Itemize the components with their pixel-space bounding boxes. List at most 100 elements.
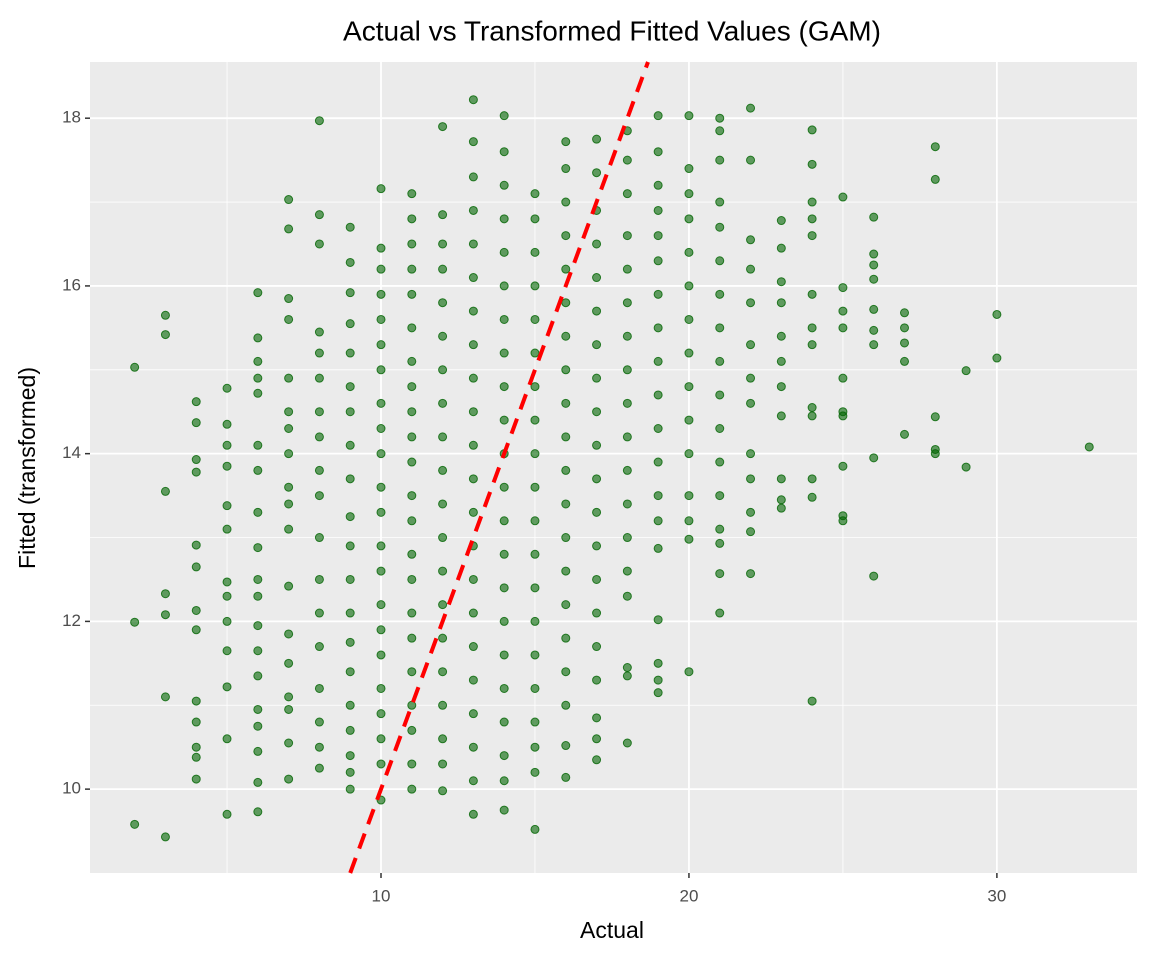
point [838, 411, 848, 421]
point [715, 126, 725, 136]
point [838, 306, 848, 316]
point [992, 353, 1002, 363]
point [345, 608, 355, 618]
point [468, 809, 478, 819]
point [653, 457, 663, 467]
point [376, 734, 386, 744]
point [468, 407, 478, 417]
point [438, 700, 448, 710]
point [468, 340, 478, 350]
point [253, 543, 263, 553]
x-tick-label: 10 [372, 886, 391, 905]
point [438, 365, 448, 375]
point [715, 390, 725, 400]
point [900, 338, 910, 348]
chart-title: Actual vs Transformed Fitted Values (GAM… [343, 15, 881, 46]
point [776, 298, 786, 308]
point [592, 608, 602, 618]
point [345, 767, 355, 777]
point [622, 671, 632, 681]
point [407, 382, 417, 392]
point [345, 348, 355, 358]
point [376, 314, 386, 324]
point [869, 325, 879, 335]
point [746, 103, 756, 113]
point [869, 249, 879, 259]
point [191, 455, 201, 465]
point [530, 583, 540, 593]
point [314, 465, 324, 475]
point [253, 671, 263, 681]
point [592, 675, 602, 685]
points [130, 95, 1094, 842]
point [838, 516, 848, 526]
point [499, 751, 509, 761]
point [592, 340, 602, 350]
point [468, 440, 478, 450]
point [746, 507, 756, 517]
point [284, 407, 294, 417]
point [653, 256, 663, 266]
point [376, 541, 386, 551]
point [438, 499, 448, 509]
point [807, 340, 817, 350]
point [561, 331, 571, 341]
point [253, 704, 263, 714]
point [191, 696, 201, 706]
point [376, 566, 386, 576]
point [622, 432, 632, 442]
point [222, 734, 232, 744]
point [684, 516, 694, 526]
point [930, 412, 940, 422]
point [838, 283, 848, 293]
point [807, 159, 817, 169]
point [776, 503, 786, 513]
point [592, 239, 602, 249]
point [160, 330, 170, 340]
point [376, 264, 386, 274]
point [592, 134, 602, 144]
point [438, 667, 448, 677]
point [468, 675, 478, 685]
point [191, 717, 201, 727]
point [807, 403, 817, 413]
point [530, 650, 540, 660]
point [592, 755, 602, 765]
point [438, 465, 448, 475]
point [253, 574, 263, 584]
point [376, 340, 386, 350]
point [191, 605, 201, 615]
point [684, 214, 694, 224]
point [622, 264, 632, 274]
point [622, 499, 632, 509]
point [284, 482, 294, 492]
point [869, 304, 879, 314]
point [684, 667, 694, 677]
point [561, 298, 571, 308]
point [407, 356, 417, 366]
point [468, 742, 478, 752]
point [653, 205, 663, 215]
point [592, 407, 602, 417]
point [530, 717, 540, 727]
point [622, 155, 632, 165]
point [284, 738, 294, 748]
reference-line [348, 61, 650, 874]
point [592, 474, 602, 484]
point [253, 646, 263, 656]
point [314, 763, 324, 773]
point [715, 424, 725, 434]
y-tick-label: 10 [62, 779, 81, 798]
point [284, 704, 294, 714]
point [653, 516, 663, 526]
point [468, 306, 478, 316]
point [284, 524, 294, 534]
point [438, 122, 448, 132]
point [253, 333, 263, 343]
point [191, 774, 201, 784]
x-axis-label: Actual [580, 917, 644, 943]
point [838, 323, 848, 333]
point [253, 356, 263, 366]
point [869, 260, 879, 270]
point [314, 642, 324, 652]
